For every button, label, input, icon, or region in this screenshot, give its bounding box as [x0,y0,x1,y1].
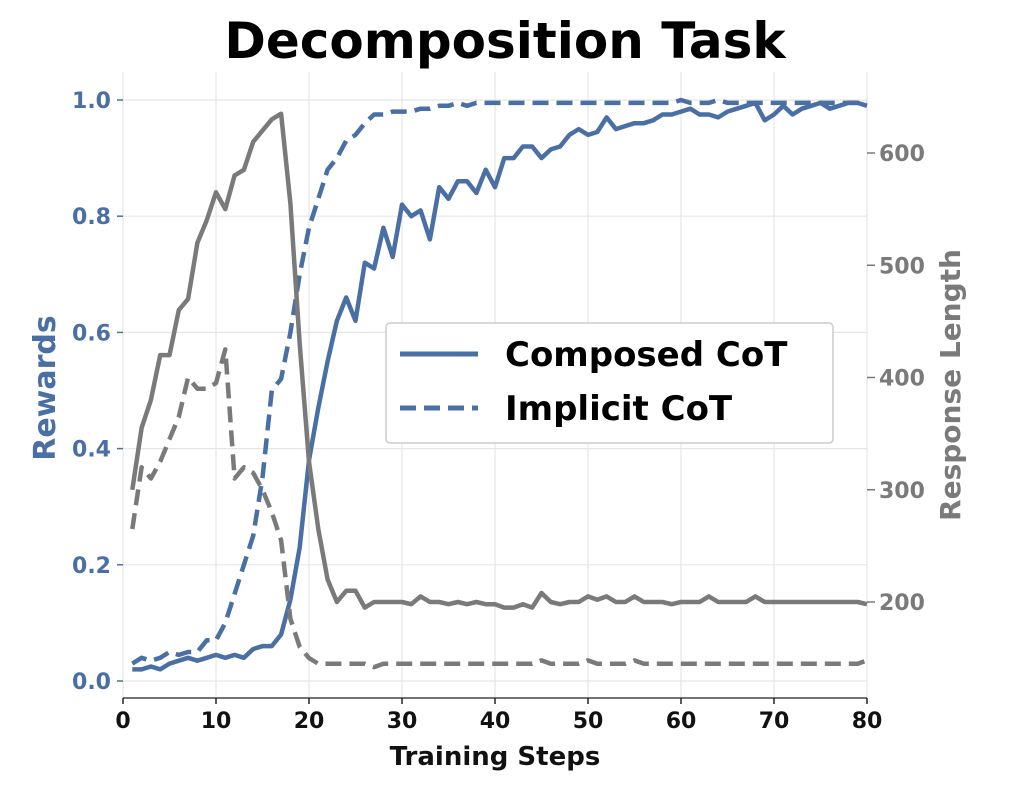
y-left-tick-label: 0.2 [72,554,111,579]
y-right-tick-label: 600 [879,142,925,167]
y-right-tick-label: 300 [879,479,925,504]
legend-label-composed-cot: Composed CoT [505,335,788,375]
x-axis-label: Training Steps [390,742,601,772]
series-layer [130,97,868,672]
x-tick-label: 0 [115,709,130,734]
axes: 0 10 20 30 40 50 60 70 80 0.0 0.2 0.4 0.6 0.8 1.0 200 30… [72,89,925,734]
length-line-composed-cot [130,111,868,610]
x-tick-label: 10 [201,709,232,734]
y-left-tick-label: 1.0 [72,89,111,114]
y-right-tick-label: 400 [879,367,925,392]
x-tick-label: 60 [666,709,697,734]
legend-box [385,322,834,444]
y-right-tick-label: 500 [879,254,925,279]
x-tick-label: 20 [294,709,325,734]
y-right-tick-label: 200 [879,591,925,616]
x-tick-label: 40 [480,709,511,734]
x-tick-label: 80 [852,709,883,734]
reward-line-composed-cot [132,100,868,672]
x-tick-label: 30 [387,709,418,734]
reward-line-implicit-cot [131,97,867,666]
y-axis-right-label: Response Length [934,249,967,521]
y-axis-left-label: Rewards [28,315,63,461]
x-tick-label: 70 [759,709,790,734]
y-left-tick-label: 0.0 [72,670,111,695]
y-left-tick-label: 0.8 [72,205,111,230]
legend: Composed CoT Implicit CoT [385,322,834,444]
y-left-tick-label: 0.4 [72,438,111,463]
chart-title: Decomposition Task [224,12,787,70]
y-left-tick-label: 0.6 [72,321,111,346]
legend-label-implicit-cot: Implicit CoT [505,389,733,429]
x-tick-label: 50 [573,709,604,734]
length-line-implicit-cot [130,347,868,670]
